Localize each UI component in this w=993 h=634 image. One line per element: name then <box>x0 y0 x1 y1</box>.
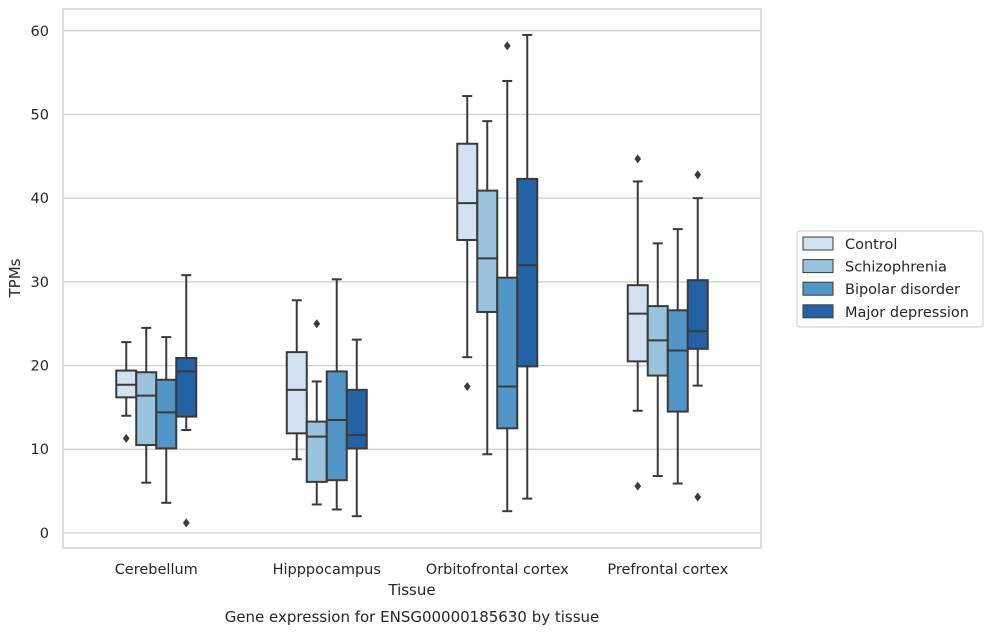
box-body <box>345 388 368 450</box>
box-bipolar-disorder <box>496 41 519 513</box>
box-body <box>686 279 709 350</box>
legend-swatch <box>802 236 834 251</box>
x-tick-label: Prefrontal cortex <box>607 562 728 578</box>
box-major-depression <box>345 338 368 518</box>
y-tick-label: 30 <box>31 275 49 291</box>
box-major-depression <box>516 33 539 500</box>
box-body <box>516 177 539 368</box>
box-bipolar-disorder <box>666 228 689 485</box>
outlier-point <box>182 518 190 528</box>
box-schizophrenia <box>476 120 499 456</box>
legend-swatch <box>802 304 834 319</box>
gridlines <box>63 30 761 534</box>
outlier-point <box>463 381 471 391</box>
box-body <box>476 189 499 313</box>
y-tick-label: 40 <box>31 191 49 207</box>
y-tick-label: 0 <box>40 526 49 542</box>
y-tick-label: 60 <box>31 24 49 40</box>
y-tick-labels: 0 10 20 30 40 50 60 <box>31 24 49 542</box>
box-groups <box>115 33 709 528</box>
outlier-point <box>122 433 130 443</box>
box-major-depression <box>686 170 709 502</box>
outlier-point <box>313 319 321 329</box>
x-tick-label: Hipppocampus <box>273 562 381 578</box>
y-tick-label: 10 <box>31 442 49 458</box>
box-control <box>456 95 479 391</box>
legend-label: Major depression <box>845 305 969 321</box>
box-control <box>115 341 138 443</box>
box-body <box>496 276 519 430</box>
box-control <box>285 299 308 461</box>
legend-label: Bipolar disorder <box>845 282 960 298</box>
figure-caption: Gene expression for ENSG00000185630 by t… <box>225 608 600 626</box>
legend: Control Schizophrenia Bipolar disorder Majo… <box>796 230 984 328</box>
box-bipolar-disorder <box>325 278 348 511</box>
plot-frame <box>62 8 762 549</box>
box-schizophrenia <box>135 326 158 484</box>
box-body <box>626 284 649 363</box>
box-body <box>666 309 689 413</box>
legend-label: Control <box>845 237 897 253</box>
box-body <box>175 357 198 418</box>
box-control <box>626 154 649 491</box>
box-major-depression <box>175 274 198 528</box>
legend-frame <box>796 230 984 328</box>
box-bipolar-disorder <box>155 336 178 504</box>
box-body <box>135 371 158 447</box>
y-tick-label: 20 <box>31 359 49 375</box>
box-schizophrenia <box>305 319 328 506</box>
box-schizophrenia <box>646 242 669 478</box>
x-axis-label: Tissue <box>387 581 435 599</box>
outlier-point <box>694 492 702 502</box>
box-body <box>155 378 178 450</box>
x-tick-labels: Cerebellum Hipppocampus Orbitofrontal cort… <box>115 562 729 578</box>
x-tick-label: Cerebellum <box>115 562 198 578</box>
box-body <box>456 142 479 241</box>
box-body <box>325 370 348 482</box>
legend-label: Schizophrenia <box>845 260 947 276</box>
box-body <box>305 420 328 483</box>
y-tick-label: 50 <box>31 107 49 123</box>
x-tick-label: Orbitofrontal cortex <box>426 562 569 578</box>
outlier-point <box>634 481 642 491</box>
outlier-point <box>503 41 511 51</box>
outlier-point <box>634 154 642 164</box>
legend-swatch <box>802 281 834 296</box>
box-body <box>285 351 308 435</box>
y-axis-label: TPMs <box>6 258 24 298</box>
outlier-point <box>694 170 702 180</box>
legend-swatch <box>802 259 834 274</box>
